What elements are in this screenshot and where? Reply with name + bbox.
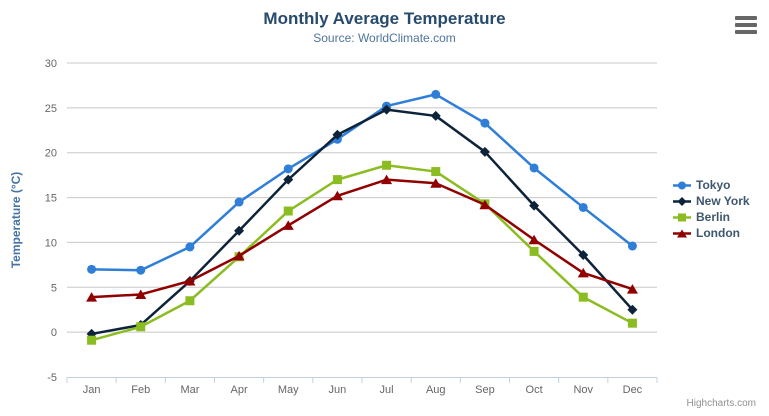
- data-point-tokyo[interactable]: [529, 163, 539, 173]
- data-point-tokyo[interactable]: [185, 242, 195, 252]
- x-axis-label: Nov: [573, 384, 593, 396]
- data-point-tokyo[interactable]: [87, 264, 97, 274]
- data-point-new-york[interactable]: [430, 110, 441, 121]
- legend-label: Berlin: [696, 210, 731, 224]
- data-point-new-york[interactable]: [529, 200, 540, 211]
- data-point-tokyo[interactable]: [136, 265, 146, 275]
- y-axis-label: 20: [45, 148, 57, 160]
- legend-item-berlin[interactable]: Berlin: [673, 209, 750, 225]
- data-point-berlin[interactable]: [87, 335, 97, 345]
- y-axis-label: 15: [45, 193, 57, 205]
- series-line-new-york[interactable]: [90, 108, 634, 336]
- data-point-london[interactable]: [430, 178, 442, 188]
- hamburger-icon: [735, 16, 757, 20]
- data-point-berlin[interactable]: [627, 318, 637, 328]
- hamburger-icon: [735, 30, 757, 34]
- x-axis-label: Dec: [623, 384, 643, 396]
- data-point-london[interactable]: [331, 190, 343, 201]
- series-line-berlin[interactable]: [90, 164, 634, 342]
- data-point-berlin[interactable]: [283, 206, 293, 216]
- data-point-berlin[interactable]: [578, 292, 588, 302]
- data-point-berlin[interactable]: [382, 160, 392, 170]
- data-point-tokyo[interactable]: [627, 241, 637, 251]
- data-point-london[interactable]: [577, 267, 589, 278]
- data-point-new-york[interactable]: [234, 225, 245, 236]
- data-point-berlin[interactable]: [332, 175, 342, 185]
- y-axis-title: Temperature (°C): [9, 172, 23, 269]
- data-point-new-york[interactable]: [332, 129, 343, 140]
- data-point-tokyo[interactable]: [431, 89, 441, 99]
- data-point-new-york[interactable]: [381, 104, 392, 115]
- export-menu-button[interactable]: [735, 16, 757, 34]
- chart-title: Monthly Average Temperature: [263, 9, 506, 28]
- x-axis-label: Jan: [83, 384, 101, 396]
- x-axis-label: Jul: [380, 384, 394, 396]
- data-point-new-york[interactable]: [479, 146, 490, 157]
- data-point-new-york[interactable]: [283, 174, 294, 185]
- y-axis-label: 5: [51, 282, 57, 294]
- data-point-berlin[interactable]: [136, 322, 146, 332]
- data-point-berlin[interactable]: [185, 296, 195, 306]
- credits-link[interactable]: Highcharts.com: [686, 398, 756, 409]
- data-point-london[interactable]: [479, 199, 491, 210]
- legend-item-london[interactable]: London: [673, 225, 750, 241]
- x-axis-label: Jun: [329, 384, 347, 396]
- data-point-tokyo[interactable]: [480, 118, 490, 128]
- series-line-tokyo[interactable]: [90, 93, 634, 272]
- x-axis-label: Feb: [131, 384, 150, 396]
- data-point-london[interactable]: [233, 250, 245, 261]
- x-axis-label: Apr: [231, 384, 248, 396]
- y-axis-label: 30: [45, 58, 57, 70]
- legend-marker-triangle-icon: [673, 229, 691, 237]
- legend-label: London: [696, 226, 740, 240]
- legend-marker-diamond-icon: [673, 196, 691, 206]
- y-axis-label: 0: [51, 327, 57, 339]
- legend: Tokyo New York Berlin London: [673, 177, 750, 241]
- series-line-london[interactable]: [90, 178, 634, 299]
- data-point-london[interactable]: [381, 174, 393, 185]
- legend-label: New York: [696, 194, 750, 208]
- data-point-tokyo[interactable]: [578, 202, 588, 212]
- hamburger-icon: [735, 23, 757, 27]
- data-point-new-york[interactable]: [578, 249, 589, 260]
- data-point-berlin[interactable]: [431, 167, 441, 177]
- legend-item-tokyo[interactable]: Tokyo: [673, 177, 750, 193]
- data-point-tokyo[interactable]: [234, 197, 244, 207]
- data-point-berlin[interactable]: [529, 246, 539, 256]
- data-point-london[interactable]: [626, 284, 638, 294]
- x-axis-label: Oct: [526, 384, 543, 396]
- legend-item-new-york[interactable]: New York: [673, 193, 750, 209]
- data-point-london[interactable]: [135, 289, 147, 299]
- y-axis-label: 10: [45, 237, 57, 249]
- data-point-london[interactable]: [184, 276, 196, 286]
- x-axis-label: Mar: [180, 384, 199, 396]
- x-axis-label: Aug: [426, 384, 446, 396]
- data-point-london[interactable]: [86, 292, 98, 302]
- legend-marker-square-icon: [673, 213, 691, 221]
- data-point-london[interactable]: [528, 234, 540, 245]
- chart-subtitle: Source: WorldClimate.com: [313, 31, 456, 45]
- data-point-tokyo[interactable]: [283, 164, 293, 174]
- data-point-london[interactable]: [282, 220, 294, 230]
- legend-marker-circle-icon: [673, 181, 691, 189]
- x-axis-label: Sep: [475, 384, 495, 396]
- x-axis-label: May: [278, 384, 299, 396]
- y-axis-label: 25: [45, 103, 57, 115]
- data-point-new-york[interactable]: [627, 304, 638, 315]
- y-axis-label: -5: [47, 372, 57, 384]
- legend-label: Tokyo: [696, 178, 731, 192]
